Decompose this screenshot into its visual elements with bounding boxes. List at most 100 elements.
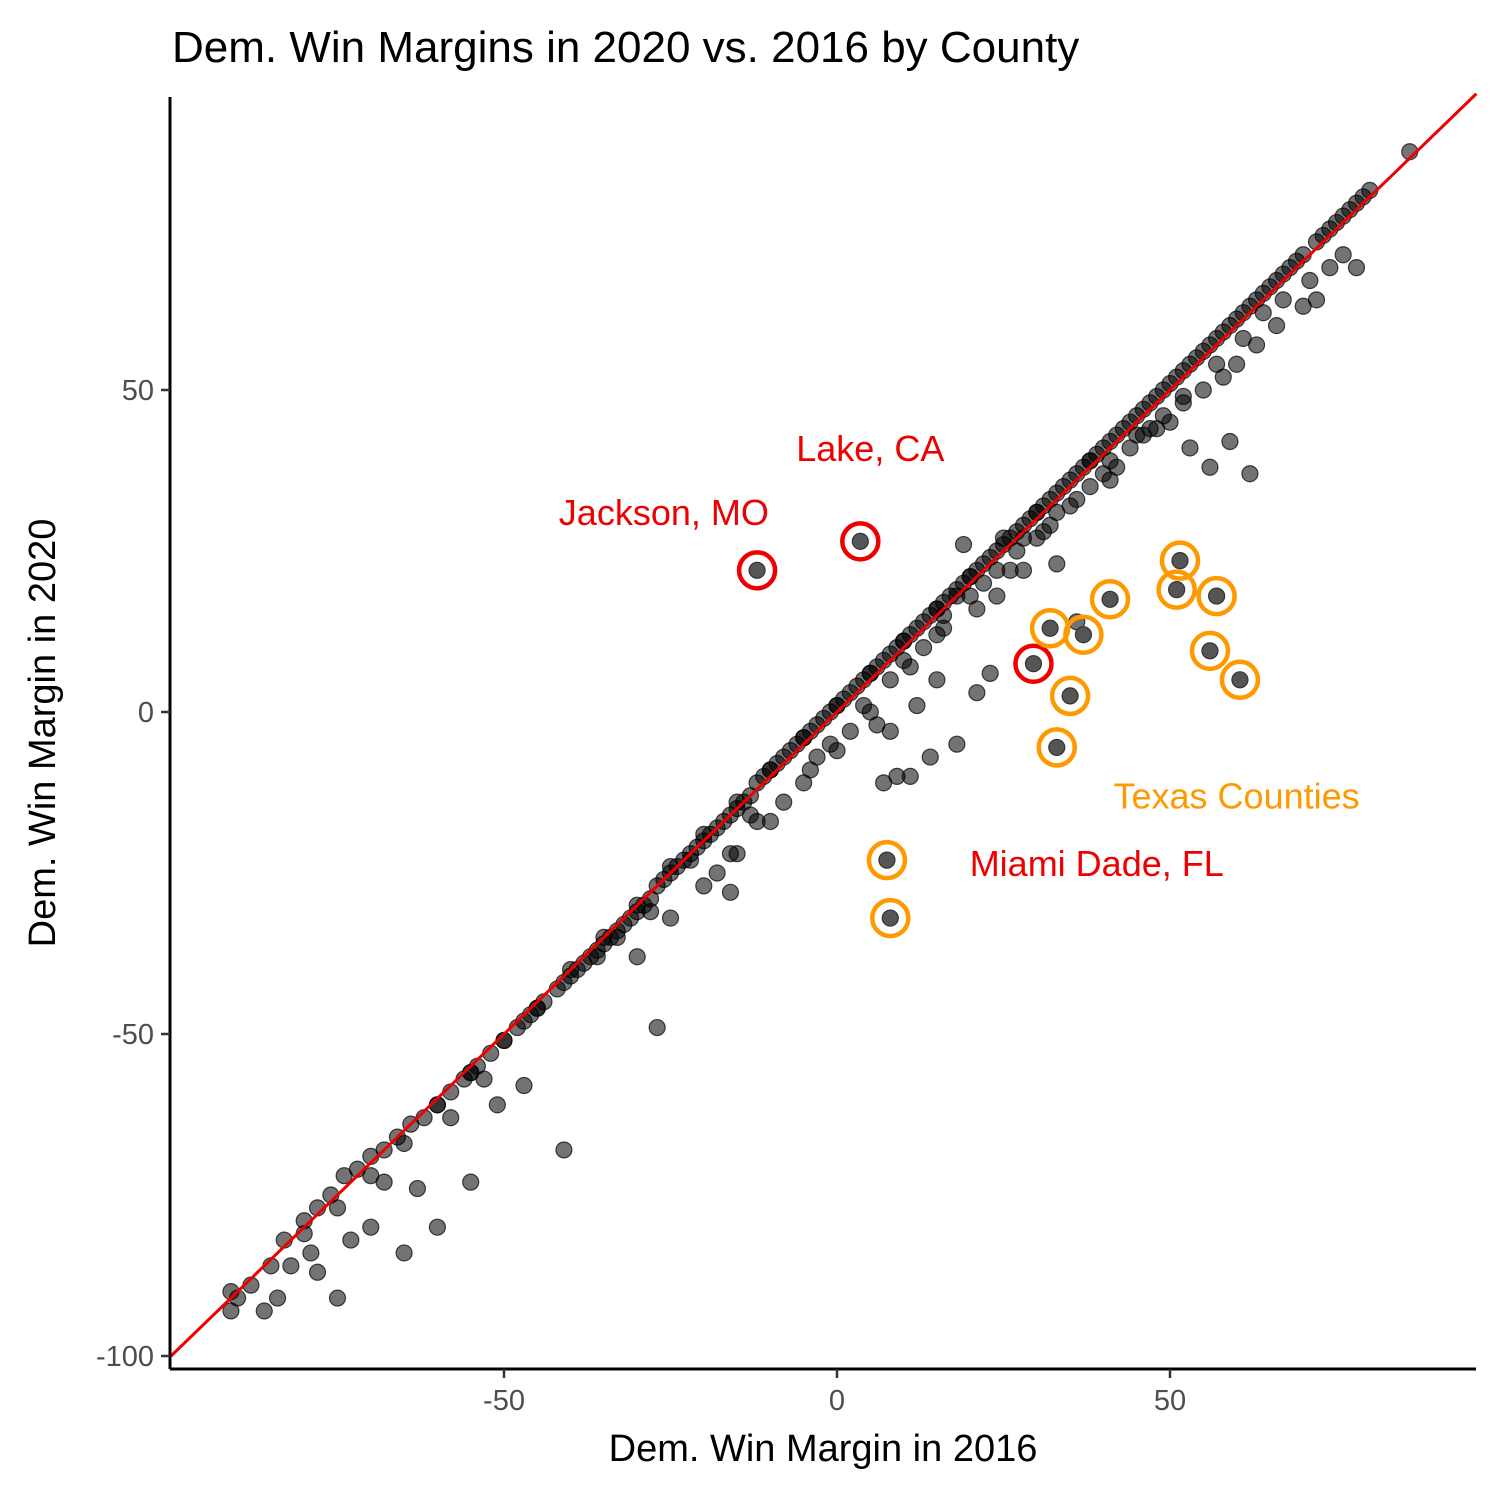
data-point: [268, 1289, 287, 1307]
annotation-group: Lake, CA Jackson, MO Texas Counties Miami D…: [559, 428, 1360, 884]
annotation-label: Lake, CA: [796, 428, 944, 469]
highlight-ring-orange: [1089, 579, 1131, 620]
data-point: [588, 948, 606, 966]
highlighted-data-point: [1024, 655, 1043, 673]
data-point: [1221, 432, 1239, 451]
data-point: [282, 1257, 300, 1275]
highlight-ring-orange: [870, 897, 911, 939]
annotation-label: Texas Counties: [1114, 776, 1360, 817]
data-point: [408, 1179, 427, 1198]
x-ticks: -50 0 50: [483, 1369, 1186, 1417]
data-point: [1081, 478, 1099, 496]
highlight-ring-orange: [1219, 659, 1261, 701]
data-point: [1347, 259, 1366, 277]
data-point: [342, 1231, 360, 1249]
data-point: [395, 1134, 413, 1153]
data-point: [1194, 381, 1212, 399]
highlight-ring-orange: [866, 839, 908, 881]
data-point: [628, 948, 646, 966]
data-point: [555, 1141, 573, 1159]
data-point: [1174, 387, 1192, 406]
data-point: [695, 877, 713, 895]
data-point: [841, 722, 859, 740]
data-point: [1101, 452, 1119, 470]
data-point: [362, 1218, 380, 1236]
data-point: [1254, 304, 1272, 322]
y-tick-label: 0: [138, 697, 154, 729]
data-point: [255, 1302, 273, 1320]
data-point: [1267, 317, 1286, 335]
data-point: [1128, 426, 1146, 444]
data-point: [901, 658, 919, 676]
data-point: [1301, 271, 1319, 290]
data-point: [901, 767, 919, 786]
highlighted-data-point: [748, 561, 766, 579]
highlighted-data-point: [1231, 671, 1249, 689]
data-point: [921, 748, 939, 766]
highlight-ring-orange: [1036, 727, 1078, 768]
data-point: [428, 1218, 446, 1236]
highlight-ring-orange: [1049, 675, 1091, 717]
highlighted-data-point: [878, 851, 896, 869]
data-point: [1048, 555, 1066, 573]
data-point: [362, 1167, 380, 1185]
data-point: [395, 1244, 413, 1262]
data-point: [881, 722, 899, 740]
highlighted-data-point: [1074, 626, 1093, 644]
highlight-group: [736, 521, 1261, 939]
data-point: [1208, 355, 1226, 373]
data-point: [855, 696, 873, 715]
data-point: [708, 864, 726, 882]
data-point: [968, 600, 986, 618]
highlighted-data-point: [1101, 590, 1119, 608]
highlight-ring-red: [1013, 643, 1054, 684]
highlight-ring-orange: [1159, 540, 1201, 581]
highlighted-data-point: [1048, 738, 1066, 757]
data-point: [934, 619, 953, 637]
x-tick-label: 50: [1154, 1385, 1186, 1417]
x-tick-label: 0: [829, 1385, 845, 1417]
data-point: [801, 761, 819, 779]
data-point: [515, 1076, 533, 1095]
highlighted-data-point: [1041, 619, 1059, 637]
annotation-label: Miami Dade, FL: [970, 843, 1224, 884]
data-point: [661, 909, 680, 927]
data-point: [994, 529, 1013, 547]
data-point: [1014, 561, 1033, 579]
highlighted-data-point: [851, 532, 869, 550]
data-point: [1181, 439, 1199, 457]
data-point: [1321, 259, 1339, 277]
data-point: [648, 1018, 666, 1037]
data-point: [1034, 523, 1053, 541]
data-point: [308, 1263, 327, 1281]
data-point: [1234, 329, 1252, 348]
highlight-ring-red: [840, 521, 881, 562]
y-tick-label: -100: [96, 1341, 154, 1373]
y-tick-label: -50: [112, 1019, 154, 1051]
data-point: [328, 1289, 347, 1307]
highlighted-data-point: [1208, 587, 1226, 605]
data-point: [968, 684, 986, 702]
data-point: [1101, 471, 1119, 489]
data-point: [1154, 407, 1172, 425]
data-point: [302, 1244, 320, 1262]
data-point: [948, 735, 966, 753]
data-point: [462, 1173, 480, 1191]
data-point: [1307, 291, 1326, 309]
data-point: [775, 793, 793, 811]
highlight-ring-orange: [1156, 569, 1197, 610]
data-point: [908, 696, 926, 715]
highlight-ring-orange: [1063, 614, 1104, 655]
data-point: [1334, 246, 1352, 264]
data-point: [741, 806, 760, 824]
highlight-ring-orange: [1189, 630, 1231, 672]
highlight-ring-red: [736, 550, 778, 591]
highlighted-data-point: [881, 909, 899, 927]
chart-title: Dem. Win Margins in 2020 vs. 2016 by Cou…: [172, 23, 1079, 72]
reference-line-y-equals-x: [169, 92, 1478, 1358]
data-point: [1068, 490, 1086, 509]
data-point: [914, 638, 933, 657]
data-point: [721, 883, 740, 901]
data-point: [821, 735, 839, 753]
